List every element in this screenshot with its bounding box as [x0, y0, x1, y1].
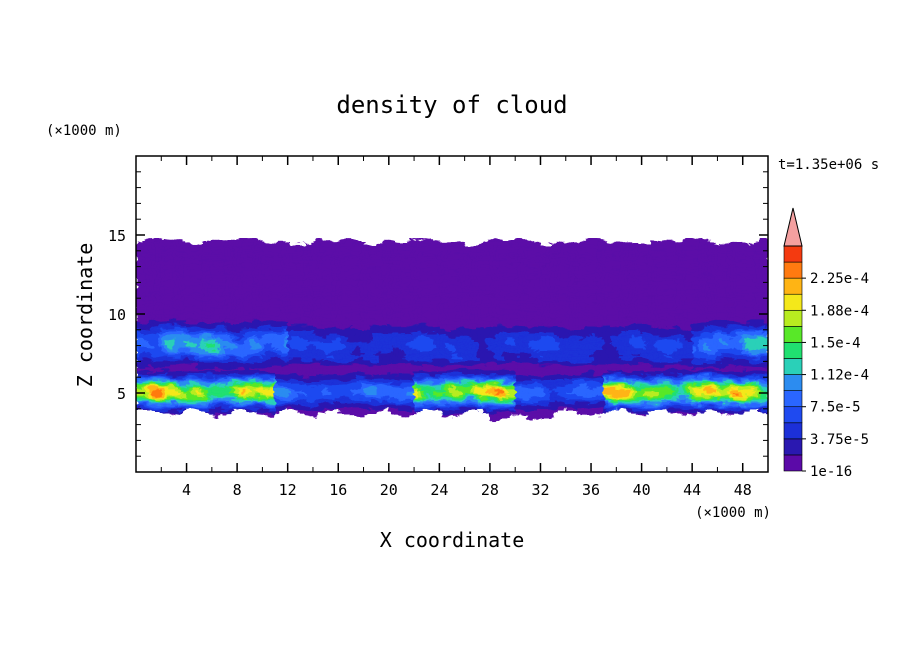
chart-title: density of cloud [336, 91, 567, 119]
y-unit-label: (×1000 m) [46, 123, 122, 139]
plot-area [136, 238, 769, 422]
time-label: t=1.35e+06 s [778, 157, 879, 173]
cloud-field [136, 238, 769, 422]
